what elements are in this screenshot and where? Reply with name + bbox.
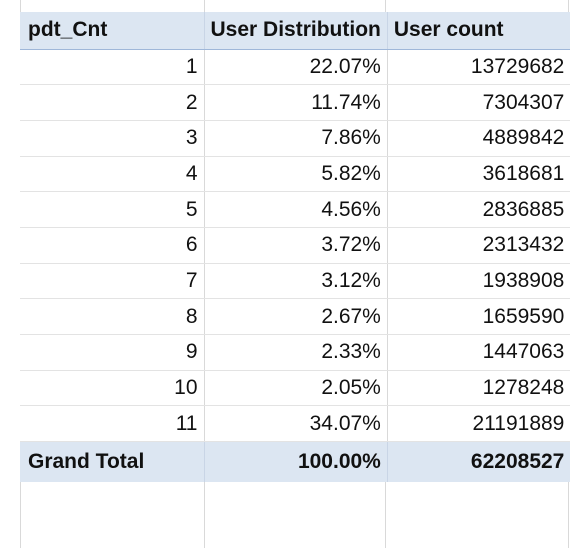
cell-user-distribution[interactable]: 11.74%: [203, 84, 388, 121]
cell-pdt-cnt[interactable]: 11: [20, 405, 204, 443]
header-cell-user-distribution[interactable]: User Distribution: [203, 12, 388, 50]
cell-pdt-cnt[interactable]: 7: [20, 263, 204, 300]
cell-user-count[interactable]: 21191889: [386, 405, 571, 443]
grand-total-distribution[interactable]: 100.00%: [203, 441, 388, 482]
table-row: 9 2.33% 1447063: [20, 334, 571, 371]
cell-pdt-cnt[interactable]: 6: [20, 227, 204, 264]
table-row: 6 3.72% 2313432: [20, 227, 571, 264]
cell-pdt-cnt[interactable]: 9: [20, 334, 204, 371]
grand-total-label[interactable]: Grand Total: [20, 441, 204, 482]
grand-total-row: Grand Total 100.00% 62208527: [20, 441, 571, 482]
cell-pdt-cnt[interactable]: 5: [20, 191, 204, 228]
pivot-table: pdt_Cnt User Distribution User count 1 22…: [20, 12, 571, 482]
cell-pdt-cnt[interactable]: 1: [20, 49, 204, 86]
grand-total-count[interactable]: 62208527: [386, 441, 571, 482]
table-row: 7 3.12% 1938908: [20, 263, 571, 300]
table-row: 2 11.74% 7304307: [20, 84, 571, 121]
table-row: 3 7.86% 4889842: [20, 120, 571, 157]
cell-pdt-cnt[interactable]: 8: [20, 298, 204, 335]
cell-user-count[interactable]: 3618681: [386, 156, 571, 193]
cell-user-distribution[interactable]: 2.33%: [203, 334, 388, 371]
cell-pdt-cnt[interactable]: 2: [20, 84, 204, 121]
table-row: 5 4.56% 2836885: [20, 191, 571, 228]
table-row: 4 5.82% 3618681: [20, 156, 571, 193]
cell-user-distribution[interactable]: 3.12%: [203, 263, 388, 300]
cell-user-distribution[interactable]: 34.07%: [203, 405, 388, 443]
cell-user-count[interactable]: 13729682: [386, 49, 571, 86]
cell-user-count[interactable]: 1278248: [386, 370, 571, 407]
cell-pdt-cnt[interactable]: 4: [20, 156, 204, 193]
header-row: pdt_Cnt User Distribution User count: [20, 12, 571, 50]
cell-pdt-cnt[interactable]: 3: [20, 120, 204, 157]
cell-user-count[interactable]: 1447063: [386, 334, 571, 371]
header-cell-pdt-cnt[interactable]: pdt_Cnt: [20, 12, 204, 50]
cell-user-count[interactable]: 1659590: [386, 298, 571, 335]
cell-user-distribution[interactable]: 7.86%: [203, 120, 388, 157]
table-row: 8 2.67% 1659590: [20, 298, 571, 335]
cell-user-distribution[interactable]: 2.67%: [203, 298, 388, 335]
cell-user-count[interactable]: 2313432: [386, 227, 571, 264]
header-cell-user-count[interactable]: User count: [386, 12, 571, 50]
table-row: 10 2.05% 1278248: [20, 370, 571, 407]
table-row: 1 22.07% 13729682: [20, 49, 571, 86]
cell-user-count[interactable]: 7304307: [386, 84, 571, 121]
cell-user-distribution[interactable]: 22.07%: [203, 49, 388, 86]
cell-user-distribution[interactable]: 5.82%: [203, 156, 388, 193]
cell-pdt-cnt[interactable]: 10: [20, 370, 204, 407]
table-row: 11 34.07% 21191889: [20, 405, 571, 443]
cell-user-count[interactable]: 2836885: [386, 191, 571, 228]
cell-user-distribution[interactable]: 2.05%: [203, 370, 388, 407]
cell-user-distribution[interactable]: 3.72%: [203, 227, 388, 264]
cell-user-distribution[interactable]: 4.56%: [203, 191, 388, 228]
cell-user-count[interactable]: 4889842: [386, 120, 571, 157]
cell-user-count[interactable]: 1938908: [386, 263, 571, 300]
